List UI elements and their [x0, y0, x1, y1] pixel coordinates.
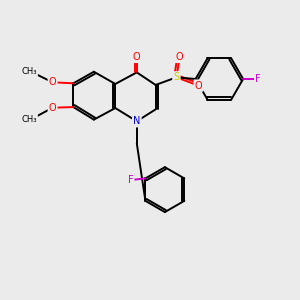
Text: O: O	[176, 52, 184, 62]
Text: O: O	[195, 81, 203, 91]
Text: CH₃: CH₃	[21, 115, 37, 124]
Text: O: O	[49, 77, 56, 87]
Text: F: F	[255, 74, 261, 84]
Text: O: O	[133, 52, 141, 62]
Text: S: S	[173, 72, 179, 82]
Text: CH₃: CH₃	[21, 67, 37, 76]
Text: F: F	[128, 175, 134, 185]
Text: O: O	[49, 103, 56, 113]
Text: N: N	[133, 116, 140, 126]
